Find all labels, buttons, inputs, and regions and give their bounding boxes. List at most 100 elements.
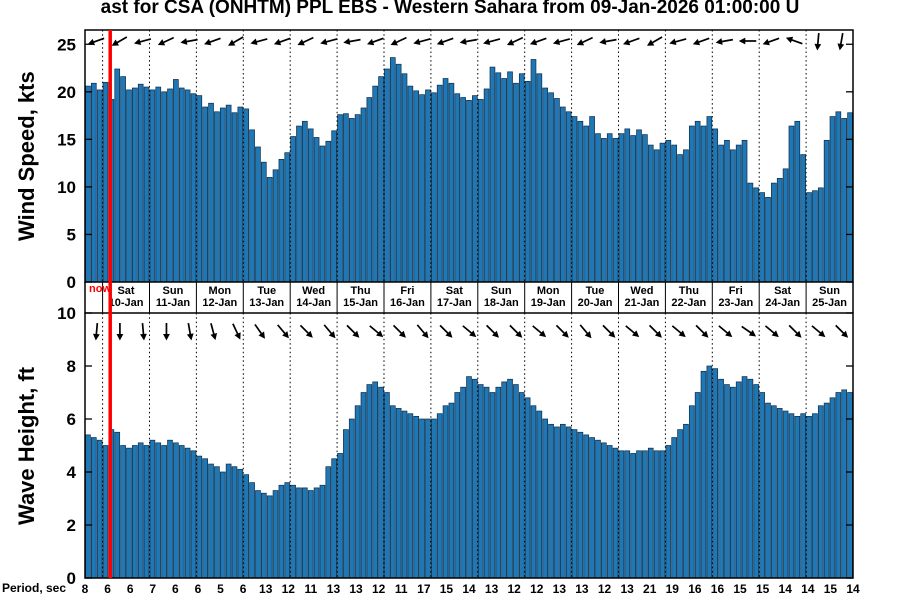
wave-bar (313, 487, 320, 579)
wave-bar (120, 445, 126, 579)
day-date: 17-Jan (437, 297, 472, 309)
wind-bar (278, 158, 285, 283)
arrow-shaft (186, 38, 198, 43)
wind-bar (788, 125, 795, 283)
wind-bar (677, 154, 683, 283)
period-value: 14 (779, 582, 793, 596)
day-date: 20-Jan (578, 297, 613, 309)
wave-bar (782, 410, 789, 579)
direction-arrow (837, 32, 845, 51)
wind-bar (700, 125, 707, 283)
period-value: 6 (104, 582, 111, 596)
wind-bar (243, 108, 250, 283)
period-value: 15 (440, 582, 454, 596)
period-value: 15 (824, 582, 838, 596)
arrow-shaft (346, 324, 356, 335)
wave-bar (266, 495, 273, 579)
wave-bar (665, 445, 672, 579)
wind-bar (325, 140, 332, 283)
wind-bar (161, 91, 167, 283)
arrow-shaft (625, 325, 636, 334)
arrow-head (157, 39, 166, 46)
wind-bar (741, 139, 748, 283)
wave-bar (700, 370, 707, 579)
period-value: 15 (733, 582, 747, 596)
day-name: Sun (491, 285, 512, 297)
direction-arrow (486, 324, 499, 338)
wave-bar (630, 453, 636, 579)
arrow-shaft (535, 37, 547, 43)
wave-bar (466, 376, 472, 579)
arrow-shaft (764, 325, 775, 334)
wave-bar (718, 378, 724, 579)
page-title: ast for CSA (ONHTM) PPL EBS - Western Sa… (100, 0, 800, 18)
wave-bar (548, 423, 554, 579)
wind-bar (354, 114, 361, 283)
day-name: Wed (302, 285, 325, 297)
y-tick-label: 0 (67, 273, 76, 292)
arrow-head (459, 38, 467, 45)
wave-bar (372, 381, 379, 579)
arrow-head (584, 331, 592, 339)
wave-bar (389, 405, 396, 579)
arrow-head (352, 330, 360, 338)
wave-bar (841, 389, 848, 579)
wind-bar (448, 82, 455, 283)
wind-bar (724, 139, 730, 283)
arrow-head (366, 38, 375, 46)
wave-bar (642, 450, 648, 579)
wave-bar (653, 450, 660, 579)
direction-arrow (323, 324, 336, 339)
direction-arrow (483, 38, 501, 46)
day-date: 18-Jan (484, 297, 519, 309)
period-value: 12 (282, 582, 296, 596)
wave-bar (829, 397, 836, 579)
arrow-shaft (95, 322, 99, 335)
wave-bar (565, 426, 572, 579)
arrow-shaft (325, 38, 338, 43)
arrow-head (413, 38, 421, 46)
wave-bar (126, 447, 132, 579)
arrow-shaft (439, 324, 449, 335)
arrow-shaft (512, 36, 524, 44)
wave-bar (612, 447, 619, 579)
wind-bar (518, 73, 525, 283)
wind-bar (302, 120, 308, 283)
wave-bar (759, 392, 765, 579)
wind-bar (190, 93, 197, 283)
period-value: 13 (327, 582, 341, 596)
arrow-head (320, 38, 328, 46)
arrow-head (92, 333, 100, 341)
arrow-shaft (648, 324, 659, 335)
arrow-head (608, 330, 616, 338)
wind-bar (337, 114, 343, 283)
wave-bar (366, 384, 373, 579)
arrow-head (841, 330, 849, 338)
arrow-head (328, 331, 336, 339)
wave-bar (290, 484, 296, 579)
wave-bar (712, 368, 719, 579)
wind-bar (829, 116, 836, 283)
wave-bar (167, 439, 173, 579)
day-name: Sat (446, 285, 463, 297)
period-value: 13 (485, 582, 499, 596)
period-value: 13 (553, 582, 567, 596)
direction-arrow (671, 325, 686, 338)
arrow-shaft (605, 38, 617, 43)
arrow-shaft (210, 323, 215, 335)
wind-bar (753, 187, 760, 283)
wind-bar (513, 82, 519, 283)
arrow-head (436, 38, 445, 46)
wind-bar (178, 87, 185, 283)
wind-bar (360, 107, 367, 283)
wind-bar (407, 85, 414, 283)
arrow-head (180, 38, 188, 45)
arrow-shaft (839, 32, 844, 45)
arrow-shaft (162, 36, 175, 44)
wave-bar (85, 434, 91, 579)
y-tick-label: 10 (57, 304, 76, 323)
period-value: 17 (417, 582, 431, 596)
arrow-head (305, 330, 313, 338)
arrow-shaft (349, 38, 361, 43)
